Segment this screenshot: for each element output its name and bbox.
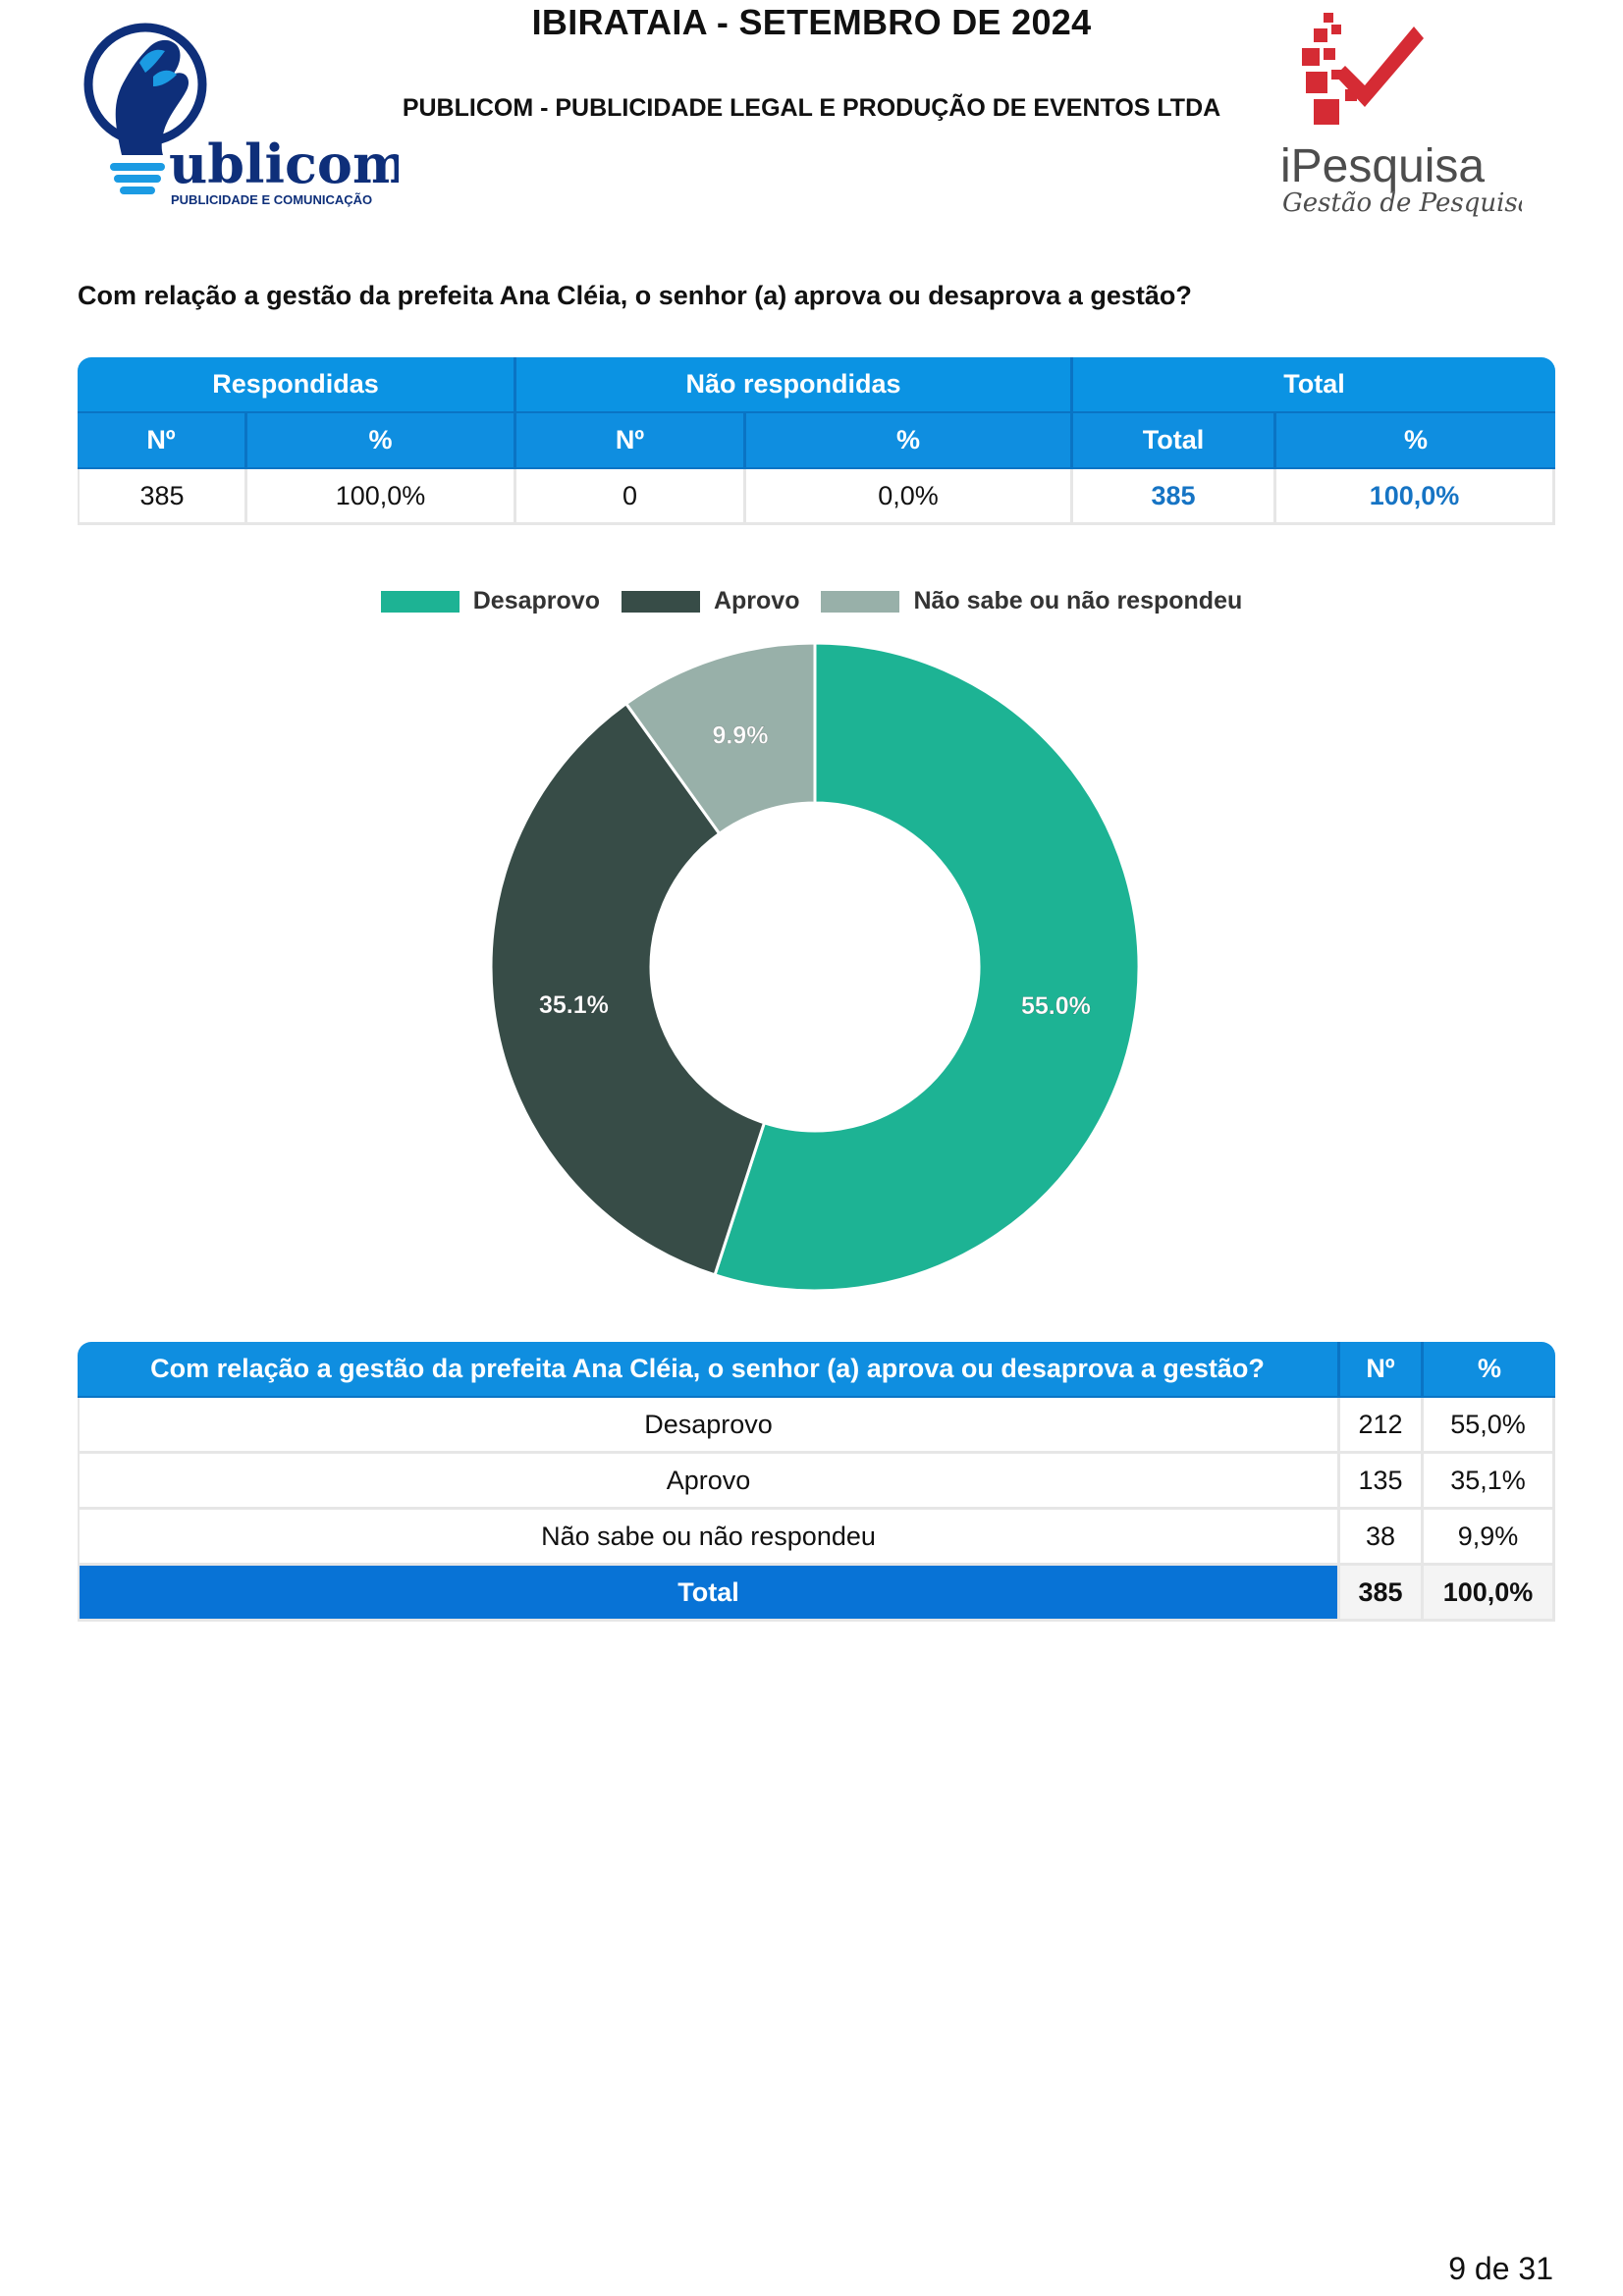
row-n: 38 <box>1340 1510 1424 1566</box>
summary-values-row: 385 100,0% 0 0,0% 385 100,0% <box>78 469 1556 525</box>
table-row: Aprovo 135 35,1% <box>78 1454 1555 1510</box>
legend-item-desaprovo: Desaprovo <box>380 587 600 615</box>
table-row: Desaprovo 212 55,0% <box>78 1398 1555 1454</box>
summary-total-pct: 100,0% <box>1276 469 1556 525</box>
row-label: Desaprovo <box>78 1398 1340 1454</box>
summary-col-pct: % <box>746 413 1074 469</box>
publicom-logo: ublicom PUBLICIDADE E COMUNICAÇÃO <box>83 23 399 207</box>
donut-slice-nao-sabe <box>623 641 817 836</box>
results-header-n: Nº <box>1340 1342 1424 1398</box>
total-n: 385 <box>1340 1566 1424 1622</box>
row-label: Aprovo <box>78 1454 1340 1510</box>
summary-respondidas-pct: 100,0% <box>247 469 516 525</box>
donut-data-label-nao-sabe: 9.9% <box>712 721 768 749</box>
legend-swatch-aprovo <box>621 590 700 613</box>
total-label: Total <box>78 1566 1340 1622</box>
summary-col-total: Total <box>1073 413 1277 469</box>
ipesquisa-logo-name: iPesquisa <box>1280 140 1485 192</box>
row-label: Não sabe ou não respondeu <box>78 1510 1340 1566</box>
summary-nao-respondidas-pct: 0,0% <box>746 469 1074 525</box>
legend-item-aprovo: Aprovo <box>621 587 800 615</box>
summary-table: Respondidas Não respondidas Total Nº % N… <box>78 357 1556 525</box>
ipesquisa-logo: iPesquisa Gestão de Pesquisa <box>1280 13 1522 218</box>
publicom-logo-tagline: PUBLICIDADE E COMUNICAÇÃO <box>171 192 372 207</box>
donut-slice-desaprovo <box>713 641 1141 1293</box>
summary-group-header-row: Respondidas Não respondidas Total <box>78 357 1556 413</box>
summary-group-respondidas: Respondidas <box>78 357 516 413</box>
donut-slice-aprovo <box>489 701 767 1277</box>
summary-col-pct: % <box>247 413 516 469</box>
summary-nao-respondidas-n: 0 <box>516 469 746 525</box>
donut-data-label-desaprovo: 55.0% <box>1021 992 1091 1020</box>
total-pct: 100,0% <box>1424 1566 1555 1622</box>
summary-col-n: Nº <box>78 413 247 469</box>
legend-label-nao-sabe: Não sabe ou não respondeu <box>913 587 1243 614</box>
row-n: 212 <box>1340 1398 1424 1454</box>
total-row: Total 385 100,0% <box>78 1566 1555 1622</box>
question-text: Com relação a gestão da prefeita Ana Clé… <box>78 281 1192 310</box>
legend-item-nao-sabe: Não sabe ou não respondeu <box>821 587 1242 615</box>
results-header-row: Com relação a gestão da prefeita Ana Clé… <box>78 1342 1555 1398</box>
ipesquisa-logo-tagline: Gestão de Pesquisa <box>1282 188 1522 218</box>
legend-label-aprovo: Aprovo <box>713 587 800 614</box>
donut-chart: 55.0% 35.1% 9.9% <box>489 641 1141 1293</box>
company-name: PUBLICOM - PUBLICIDADE LEGAL E PRODUÇÃO … <box>402 94 1221 122</box>
summary-respondidas-n: 385 <box>78 469 247 525</box>
row-pct: 55,0% <box>1424 1398 1555 1454</box>
legend-swatch-desaprovo <box>380 590 460 613</box>
summary-column-header-row: Nº % Nº % Total % <box>78 413 1556 469</box>
document-title: IBIRATAIA - SETEMBRO DE 2024 <box>531 2 1092 42</box>
results-table: Com relação a gestão da prefeita Ana Clé… <box>78 1342 1555 1622</box>
publicom-logo-text: ublicom <box>169 133 399 195</box>
table-row: Não sabe ou não respondeu 38 9,9% <box>78 1510 1555 1566</box>
summary-group-total: Total <box>1073 357 1556 413</box>
chart-legend: Desaprovo Aprovo Não sabe ou não respond… <box>0 587 1623 615</box>
summary-group-nao-respondidas: Não respondidas <box>516 357 1074 413</box>
row-n: 135 <box>1340 1454 1424 1510</box>
summary-col-pct: % <box>1276 413 1556 469</box>
legend-label-desaprovo: Desaprovo <box>472 587 600 614</box>
page-number: 9 de 31 <box>1448 2251 1553 2286</box>
row-pct: 9,9% <box>1424 1510 1555 1566</box>
row-pct: 35,1% <box>1424 1454 1555 1510</box>
results-header-pct: % <box>1424 1342 1555 1398</box>
summary-col-n: Nº <box>516 413 746 469</box>
legend-swatch-nao-sabe <box>821 590 900 613</box>
donut-data-label-aprovo: 35.1% <box>539 991 609 1019</box>
summary-total-n: 385 <box>1073 469 1277 525</box>
results-header-question: Com relação a gestão da prefeita Ana Clé… <box>78 1342 1340 1398</box>
